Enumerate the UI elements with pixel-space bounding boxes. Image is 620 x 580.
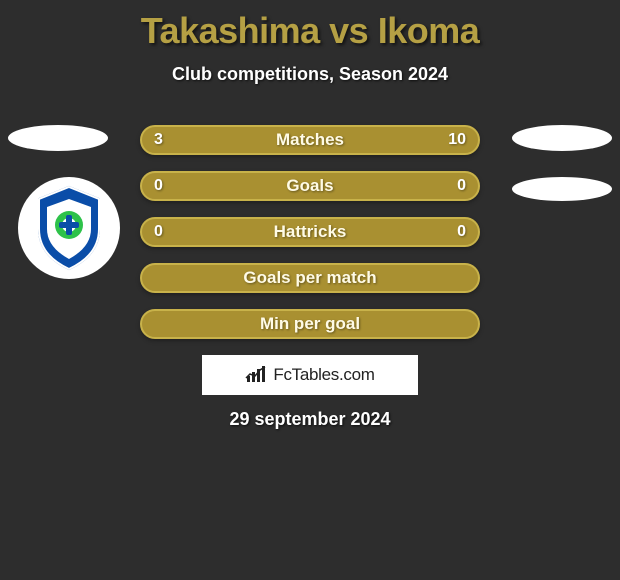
club-crest-icon [33,185,105,271]
branding-badge[interactable]: FcTables.com [202,355,418,395]
badge-placeholder-top-right [512,125,612,151]
badge-placeholder-top-left [8,125,108,151]
club-crest-container [18,177,120,279]
main-area: 3 Matches 10 0 Goals 0 0 Hattricks 0 Goa… [0,125,620,430]
branding-text: FcTables.com [273,365,374,385]
stat-label: Matches [276,130,344,150]
stat-right-value: 10 [448,131,466,149]
stat-label: Hattricks [274,222,347,242]
stat-bar-hattricks: 0 Hattricks 0 [140,217,480,247]
stat-label: Goals per match [243,268,376,288]
stat-label: Goals [286,176,333,196]
badge-placeholder-bottom-right [512,177,612,201]
page-subtitle: Club competitions, Season 2024 [0,64,620,85]
stats-card: Takashima vs Ikoma Club competitions, Se… [0,0,620,430]
stat-bar-min-per-goal: Min per goal [140,309,480,339]
stat-right-value: 0 [457,223,466,241]
stat-right-value: 0 [457,177,466,195]
stat-left-value: 0 [154,223,163,241]
stat-bar-goals: 0 Goals 0 [140,171,480,201]
stat-label: Min per goal [260,314,360,334]
stat-bars: 3 Matches 10 0 Goals 0 0 Hattricks 0 Goa… [140,125,480,339]
date-label: 29 september 2024 [10,409,610,430]
stat-bar-matches: 3 Matches 10 [140,125,480,155]
stat-bar-goals-per-match: Goals per match [140,263,480,293]
stat-left-value: 3 [154,131,163,149]
page-title: Takashima vs Ikoma [0,10,620,52]
bar-chart-icon [245,366,267,384]
stat-left-value: 0 [154,177,163,195]
